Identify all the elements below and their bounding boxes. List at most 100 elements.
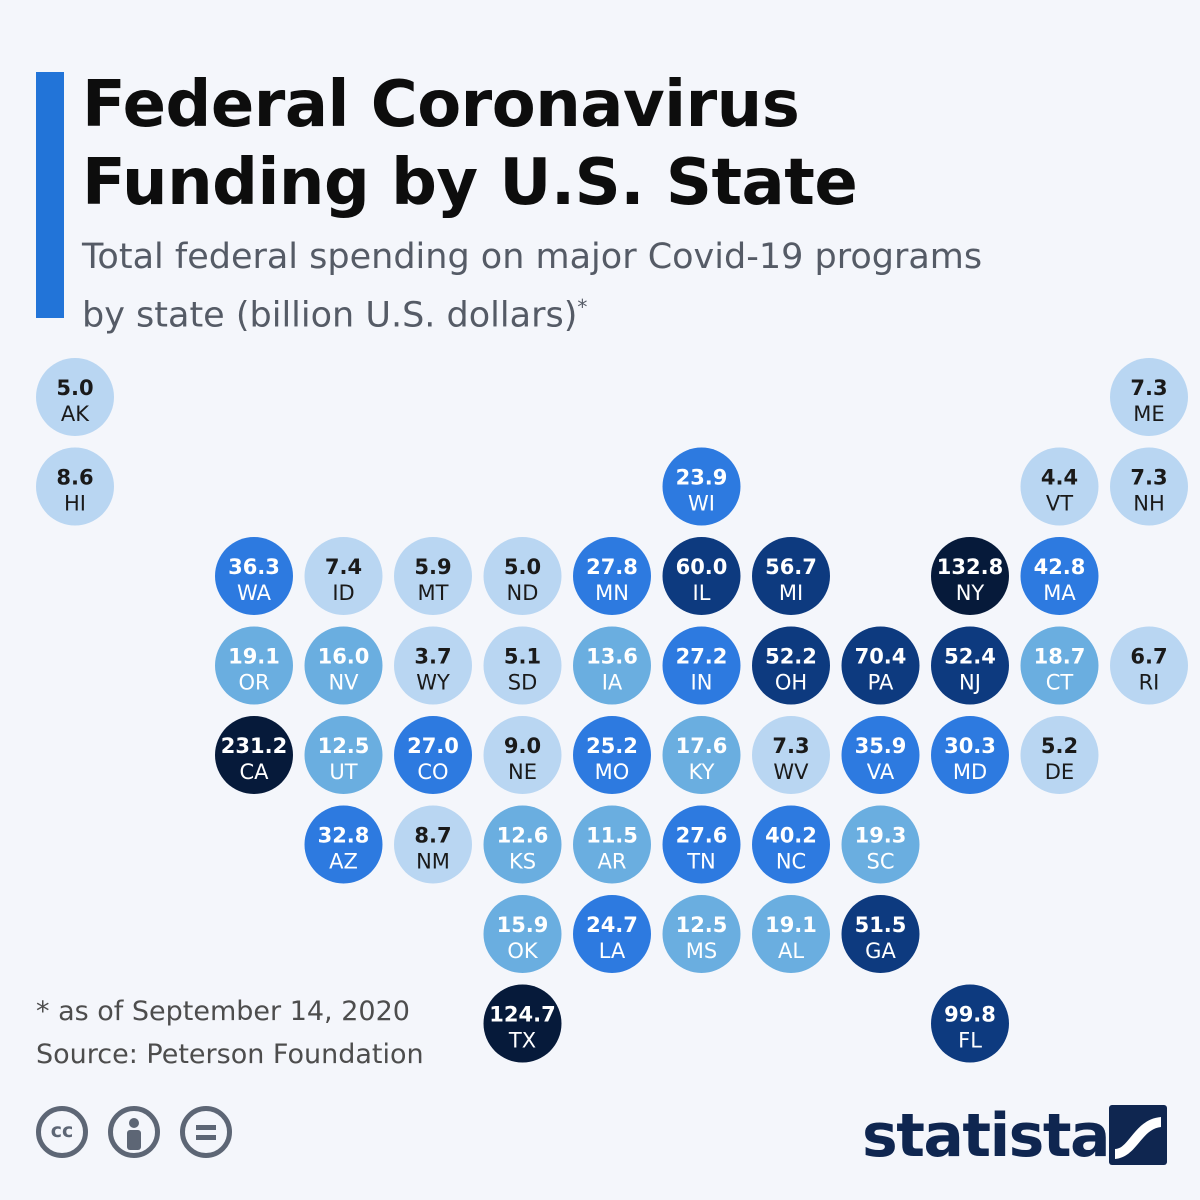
state-value-label: 19.3: [855, 824, 907, 848]
state-circle: [931, 537, 1009, 615]
state-tile-in: 27.2IN: [662, 626, 741, 705]
state-abbrev-label: ID: [332, 581, 354, 605]
state-circle: [752, 537, 830, 615]
state-circle: [394, 626, 472, 705]
state-abbrev-label: AZ: [329, 850, 358, 874]
state-circle: [1110, 626, 1188, 705]
state-value-label: 40.2: [765, 824, 817, 848]
state-abbrev-label: AL: [778, 939, 804, 963]
state-circle: [841, 626, 920, 705]
state-value-label: 11.5: [586, 824, 638, 848]
state-abbrev-label: VA: [867, 760, 895, 784]
state-abbrev-label: UT: [329, 760, 357, 784]
state-abbrev-label: KY: [689, 760, 715, 784]
state-value-label: 231.2: [221, 734, 287, 758]
state-tile-me: 7.3ME: [1110, 358, 1188, 436]
state-circle: [1110, 358, 1188, 436]
state-circle: [841, 895, 920, 973]
state-abbrev-label: MD: [953, 760, 987, 784]
state-circle: [394, 537, 472, 615]
state-abbrev-label: ND: [507, 581, 539, 605]
state-tile-ga: 51.5GA: [841, 895, 920, 973]
state-value-label: 5.2: [1041, 734, 1078, 758]
state-value-label: 5.0: [56, 376, 93, 400]
state-value-label: 12.6: [497, 824, 549, 848]
state-circle: [36, 447, 114, 526]
cc-icon[interactable]: cc: [36, 1106, 88, 1158]
state-value-label: 12.5: [318, 734, 370, 758]
state-abbrev-label: AR: [598, 850, 627, 874]
state-value-label: 7.3: [1130, 376, 1167, 400]
state-tile-ca: 231.2CA: [215, 716, 293, 794]
state-tile-ks: 12.6KS: [483, 805, 562, 884]
state-abbrev-label: MS: [686, 939, 717, 963]
state-abbrev-label: MT: [418, 581, 449, 605]
state-abbrev-label: DE: [1045, 760, 1074, 784]
state-circle: [662, 537, 741, 615]
state-tile-id: 7.4ID: [304, 537, 383, 615]
state-value-label: 27.8: [586, 555, 638, 579]
state-abbrev-label: CT: [1046, 671, 1074, 695]
state-circle: [1020, 626, 1099, 705]
state-value-label: 124.7: [489, 1003, 555, 1027]
state-value-label: 27.6: [676, 824, 728, 848]
state-circle: [215, 716, 293, 794]
state-value-label: 7.3: [1130, 466, 1167, 490]
state-circle: [573, 537, 651, 615]
state-value-label: 4.4: [1041, 466, 1078, 490]
state-value-label: 42.8: [1034, 555, 1086, 579]
state-value-label: 52.4: [944, 645, 996, 669]
chart-subtitle-footnote-mark: *: [577, 295, 588, 319]
attribution-icon[interactable]: [108, 1106, 160, 1158]
state-abbrev-label: OK: [507, 939, 539, 963]
state-abbrev-label: TX: [508, 1029, 536, 1053]
state-tile-il: 60.0IL: [662, 537, 741, 615]
state-value-label: 7.4: [325, 555, 362, 579]
state-tile-wa: 36.3WA: [215, 537, 293, 615]
state-value-label: 19.1: [765, 913, 817, 937]
state-circle: [752, 895, 830, 973]
statista-wordmark: statista: [862, 1101, 1111, 1171]
state-value-label: 13.6: [586, 645, 638, 669]
chart-title: Federal Coronavirus Funding by U.S. Stat…: [82, 66, 1162, 222]
state-value-label: 9.0: [504, 734, 541, 758]
state-circle: [304, 537, 383, 615]
state-circle: [841, 805, 920, 884]
state-abbrev-label: SC: [867, 850, 895, 874]
state-tile-wy: 3.7WY: [394, 626, 472, 705]
state-value-label: 18.7: [1034, 645, 1086, 669]
state-abbrev-label: ME: [1133, 402, 1164, 426]
state-circle: [752, 626, 830, 705]
state-value-label: 17.6: [676, 734, 728, 758]
no-derivatives-icon[interactable]: [180, 1106, 232, 1158]
state-tile-or: 19.1OR: [215, 626, 293, 705]
state-tile-wv: 7.3WV: [752, 716, 830, 794]
state-value-label: 19.1: [228, 645, 280, 669]
state-circle: [1020, 537, 1099, 615]
state-value-label: 35.9: [855, 734, 907, 758]
state-abbrev-label: MO: [595, 760, 630, 784]
state-tile-wi: 23.9WI: [662, 447, 741, 526]
state-value-label: 27.2: [676, 645, 728, 669]
state-abbrev-label: NV: [328, 671, 359, 695]
state-abbrev-label: IA: [602, 671, 623, 695]
state-circle: [394, 805, 472, 884]
state-tile-nm: 8.7NM: [394, 805, 472, 884]
state-abbrev-label: LA: [599, 939, 626, 963]
state-circle: [1020, 447, 1099, 526]
state-abbrev-label: MI: [779, 581, 803, 605]
statista-logo[interactable]: statista: [862, 1101, 1167, 1173]
state-abbrev-label: WI: [688, 492, 715, 516]
state-value-label: 51.5: [855, 913, 907, 937]
state-circle: [483, 895, 562, 973]
state-tile-ia: 13.6IA: [573, 626, 651, 705]
state-value-label: 23.9: [676, 466, 728, 490]
state-abbrev-label: NH: [1133, 492, 1165, 516]
state-circle: [573, 895, 651, 973]
state-circle: [1020, 716, 1099, 794]
title-accent-bar: [36, 72, 64, 318]
state-abbrev-label: NM: [416, 850, 450, 874]
state-circle: [394, 716, 472, 794]
state-tile-tn: 27.6TN: [662, 805, 741, 884]
